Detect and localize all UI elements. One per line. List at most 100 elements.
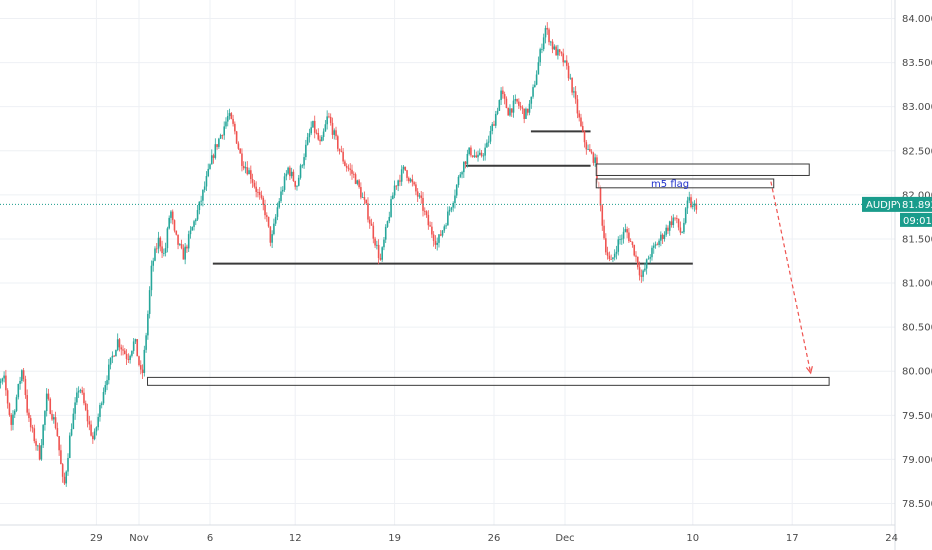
candle-body [425, 211, 428, 215]
candle-body [269, 226, 272, 243]
candle-body [322, 131, 325, 137]
candle-body [438, 234, 440, 243]
candle-body [331, 122, 334, 135]
candle-body [692, 205, 694, 208]
candle-body [546, 28, 549, 30]
candle-body [171, 211, 174, 221]
candle-body [266, 215, 268, 217]
candle-body [218, 138, 220, 147]
candle-body [280, 191, 282, 202]
candle-body [679, 227, 682, 233]
candle-body [656, 244, 659, 246]
candle-body [290, 171, 293, 177]
candle-body [166, 228, 169, 249]
candle-body [521, 107, 524, 109]
candle-body [619, 239, 621, 240]
candle-body [216, 144, 218, 147]
time-tick-label: Dec [555, 533, 574, 544]
candle-body [539, 49, 541, 63]
candle-body [365, 199, 367, 204]
candle-body [154, 248, 156, 261]
candle-body [324, 124, 327, 132]
candle-body [507, 108, 509, 116]
candle-body [381, 247, 383, 260]
candle-body [665, 227, 667, 235]
candle-body [230, 113, 233, 119]
candle-body [203, 186, 206, 190]
candle-body [44, 411, 46, 425]
candle-body [668, 221, 671, 231]
candle-body [22, 370, 25, 380]
price-tick-label: 83.500 [902, 58, 932, 69]
candle-body [187, 234, 190, 249]
candle-body [35, 441, 37, 446]
price-tag: AUDJPY 81.892 09:01 [862, 196, 932, 227]
candle-body [384, 226, 387, 240]
candle-body [397, 180, 399, 186]
candle-body [283, 176, 286, 190]
candle-body [613, 253, 616, 258]
candle-body [475, 155, 478, 158]
candle-body [452, 202, 454, 208]
candle-body [51, 413, 53, 420]
candle-body [441, 230, 444, 236]
candle-body [122, 349, 124, 351]
candle-body [390, 199, 392, 217]
candle-body [72, 413, 75, 429]
candle-body [63, 476, 66, 484]
candle-body [113, 355, 115, 357]
candle-body [372, 225, 375, 239]
candle-body [676, 217, 678, 219]
candle-body [242, 165, 245, 169]
candle-body [223, 126, 225, 136]
candle-body [184, 246, 186, 260]
candle-body [374, 238, 376, 246]
candle-body [93, 431, 96, 440]
candle-body [86, 409, 89, 422]
candle-body [408, 177, 410, 182]
candle-body [491, 124, 494, 131]
candle-body [132, 341, 135, 351]
candle-body [624, 229, 627, 232]
candle-body [58, 436, 60, 451]
candle-body [189, 230, 192, 235]
countdown-tag-bg [900, 212, 932, 227]
candle-body [193, 221, 195, 227]
candle-body [26, 395, 28, 413]
candle-body [434, 240, 437, 245]
candle-body [289, 167, 291, 177]
candle-body [455, 184, 458, 196]
candle-body [510, 108, 513, 113]
candle-body [376, 244, 378, 246]
candle-body [83, 392, 85, 404]
time-axis[interactable]: 29 Nov 6 12 19 26 Dec 10 17 24 [90, 533, 898, 544]
candle-body [274, 216, 277, 224]
candle-body [232, 118, 234, 124]
price-tick-label: 82.000 [902, 190, 932, 201]
candle-body [21, 370, 23, 382]
candle-body [386, 221, 389, 227]
candle-body [209, 164, 211, 169]
candle-body [100, 403, 103, 406]
candle-body [12, 414, 14, 425]
candle-body [578, 113, 580, 118]
candle-body [514, 99, 517, 101]
candle-body [70, 428, 73, 436]
candle-body [432, 234, 435, 241]
candle-body [681, 232, 683, 234]
candle-body [544, 28, 547, 38]
candle-body [147, 313, 149, 336]
candle-body [13, 410, 16, 415]
candle-body [179, 244, 181, 245]
candle-body [104, 385, 107, 393]
candle-body [248, 170, 250, 175]
candle-body [3, 375, 5, 379]
candle-body [672, 217, 675, 226]
candle-body [296, 185, 298, 187]
candle-body [267, 216, 270, 227]
candle-body [29, 418, 32, 428]
candle-body [5, 375, 7, 391]
price-axis[interactable]: 78.500 79.000 79.500 80.000 80.500 81.000 81.5… [902, 14, 932, 510]
candle-body [409, 179, 412, 182]
